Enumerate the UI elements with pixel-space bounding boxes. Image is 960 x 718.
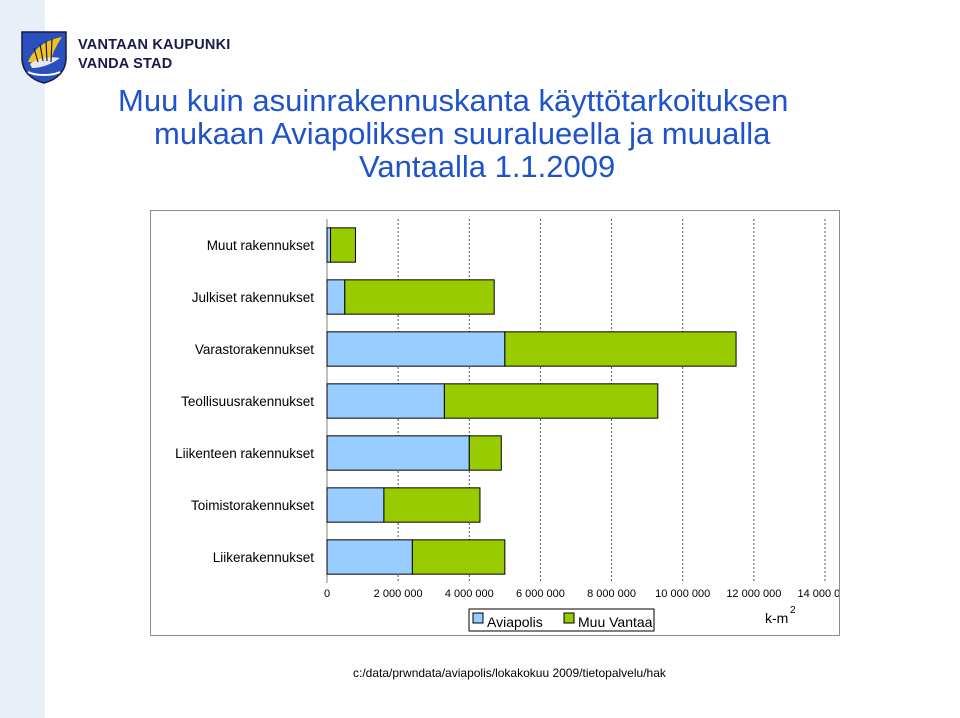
legend-label: Muu Vantaa [578, 614, 653, 630]
category-label: Varastorakennukset [195, 342, 314, 357]
bar [326, 487, 385, 523]
title-line-1: Muu kuin asuinrakennuskanta käyttötarkoi… [118, 83, 789, 118]
category-label: Teollisuusrakennukset [181, 394, 314, 409]
title-line-3: Vantaalla 1.1.2009 [359, 149, 616, 184]
bar [330, 227, 356, 263]
x-tick-label: 12 000 000 [726, 588, 781, 600]
x-tick-label: 0 [324, 588, 330, 600]
x-tick-label: 10 000 000 [655, 588, 710, 600]
legend-swatch [472, 612, 484, 624]
bar [326, 383, 445, 419]
legend-label: Aviapolis [487, 614, 543, 630]
bar [443, 383, 659, 419]
category-label: Muut rakennukset [207, 238, 315, 253]
legend-box [468, 608, 655, 632]
brand-name: VANTAAN KAUPUNKI VANDA STAD [78, 36, 231, 74]
legend-swatch [563, 612, 575, 624]
brand-line-2: VANDA STAD [78, 56, 173, 72]
x-tick-label: 8 000 000 [587, 588, 636, 600]
footer-path: c:/data/prwndata/aviapolis/lokakokuu 200… [353, 666, 666, 680]
x-axis-label-superscript: 2 [790, 605, 796, 616]
x-tick-label: 14 000 000 [797, 588, 839, 600]
category-label: Toimistorakennukset [191, 498, 314, 513]
bar-chart: Muut rakennukset Julkiset rakennukset Vara… [175, 219, 839, 632]
x-tick-label: 4 000 000 [445, 588, 494, 600]
bar [468, 435, 502, 471]
bar [504, 331, 737, 367]
bar [344, 279, 495, 315]
bar [326, 539, 413, 575]
bar [326, 227, 332, 263]
x-axis-label: k-m [765, 610, 788, 626]
x-tick-label: 6 000 000 [516, 588, 565, 600]
bar [326, 331, 506, 367]
vantaa-logo-icon [21, 31, 67, 84]
category-label: Liikerakennukset [213, 550, 315, 565]
page-title: Muu kuin asuinrakennuskanta käyttötarkoi… [118, 84, 918, 183]
bar [326, 435, 470, 471]
bar [411, 539, 506, 575]
chart-frame: Muut rakennukset Julkiset rakennukset Vara… [150, 210, 840, 636]
bar [383, 487, 481, 523]
x-tick-label: 2 000 000 [374, 588, 423, 600]
brand-line-1: VANTAAN KAUPUNKI [78, 37, 231, 53]
category-label: Liikenteen rakennukset [175, 446, 314, 461]
bar [326, 279, 346, 315]
title-line-2: mukaan Aviapoliksen suuralueella ja muua… [154, 116, 771, 151]
left-decor-band [0, 0, 45, 718]
category-label: Julkiset rakennukset [192, 290, 315, 305]
